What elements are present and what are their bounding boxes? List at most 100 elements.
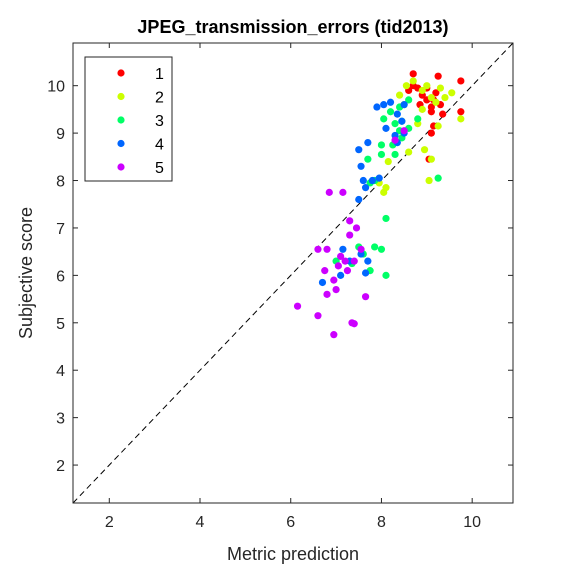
data-point-series-5	[323, 290, 331, 298]
legend-label-2: 2	[155, 90, 164, 107]
data-point-series-4	[368, 176, 376, 185]
data-point-series-4	[318, 278, 327, 287]
data-point-series-4	[375, 174, 383, 182]
data-point-series-3	[414, 115, 422, 123]
data-point-series-4	[373, 103, 381, 111]
x-tick-label: 6	[286, 514, 295, 531]
data-point-series-4	[359, 176, 367, 185]
data-points	[293, 70, 465, 339]
data-point-series-4	[361, 184, 370, 192]
data-point-series-1	[434, 72, 442, 80]
x-tick-label: 2	[105, 514, 114, 531]
x-tick-label: 4	[196, 514, 205, 531]
plot-frame	[72, 42, 514, 504]
data-point-series-2	[396, 91, 404, 99]
data-point-series-5	[361, 293, 370, 301]
x-tick-label: 10	[463, 514, 481, 531]
legend-marker-3	[117, 116, 125, 124]
data-point-series-5	[293, 302, 302, 310]
data-point-series-1	[427, 108, 435, 116]
y-tick-label: 2	[56, 458, 65, 475]
legend-label-5: 5	[155, 160, 164, 177]
data-point-series-3	[377, 150, 386, 159]
legend-marker-5	[117, 163, 125, 171]
data-point-series-4	[380, 101, 388, 109]
y-tick-label: 9	[56, 126, 65, 143]
y-tick-label: 5	[56, 316, 65, 333]
data-point-series-5	[346, 231, 354, 239]
data-point-series-1	[409, 70, 417, 78]
legend-marker-4	[117, 139, 125, 148]
data-point-series-4	[337, 271, 345, 279]
legend-box	[84, 56, 173, 182]
data-point-series-5	[400, 127, 408, 135]
data-point-series-3	[405, 96, 413, 104]
data-point-series-4	[398, 117, 406, 125]
data-point-series-4	[400, 101, 408, 109]
axis-ticks: 2 4 6 8 10 2 3 4 5 6 7 8 9 10	[47, 43, 513, 531]
legend-label-3: 3	[155, 113, 164, 130]
data-point-series-2	[418, 86, 426, 95]
data-point-series-5	[350, 257, 358, 265]
data-point-series-1	[427, 129, 435, 137]
data-point-series-2	[457, 115, 465, 123]
data-point-series-5	[325, 188, 333, 196]
data-point-series-5	[330, 331, 338, 339]
data-point-series-3	[434, 174, 442, 182]
data-point-series-1	[439, 110, 447, 118]
data-point-series-5	[321, 267, 329, 275]
data-point-series-4	[386, 98, 395, 106]
data-point-series-3	[391, 120, 399, 128]
data-point-series-3	[391, 150, 399, 159]
data-point-series-4	[364, 138, 372, 147]
data-point-series-2	[418, 105, 426, 113]
y-tick-label: 6	[56, 268, 65, 285]
data-point-series-2	[405, 148, 413, 156]
data-point-series-3	[382, 271, 390, 279]
legend-label-4: 4	[155, 137, 164, 154]
x-axis-label: Metric prediction	[227, 544, 359, 564]
data-point-series-3	[371, 243, 379, 251]
y-tick-label: 4	[56, 363, 65, 380]
data-point-series-4	[382, 124, 390, 132]
data-point-series-2	[409, 77, 417, 85]
data-point-series-2	[380, 188, 388, 196]
data-point-series-3	[364, 155, 372, 163]
data-point-series-4	[361, 269, 370, 277]
data-point-series-4	[393, 110, 401, 118]
data-point-series-2	[384, 157, 392, 166]
data-point-series-2	[441, 93, 449, 102]
data-point-series-2	[436, 84, 445, 92]
data-point-series-3	[377, 245, 386, 253]
legend-label-1: 1	[155, 66, 164, 83]
legend-items: 1 2 3 4 5	[117, 66, 164, 177]
data-point-series-5	[341, 257, 349, 265]
data-point-series-2	[448, 89, 456, 97]
legend-marker-2	[117, 92, 125, 101]
data-point-series-1	[457, 77, 465, 85]
data-point-series-4	[364, 257, 372, 265]
data-point-series-2	[427, 93, 435, 102]
data-point-series-5	[323, 245, 331, 253]
data-point-series-2	[427, 155, 435, 163]
data-point-series-4	[339, 245, 347, 253]
data-point-series-5	[346, 217, 354, 225]
data-point-series-5	[330, 276, 338, 284]
data-point-series-5	[337, 252, 345, 260]
data-point-series-5	[314, 245, 322, 253]
data-point-series-1	[457, 108, 465, 116]
data-point-series-5	[391, 136, 399, 144]
y-tick-label: 10	[47, 79, 65, 96]
data-point-series-3	[382, 214, 390, 223]
x-tick-label: 8	[377, 514, 386, 531]
data-point-series-2	[423, 82, 431, 90]
data-point-series-5	[350, 320, 358, 328]
reference-diagonal-line	[72, 42, 514, 504]
y-tick-label: 7	[56, 221, 65, 238]
data-point-series-2	[425, 176, 433, 185]
data-point-series-5	[352, 224, 361, 232]
data-point-series-3	[377, 141, 386, 149]
chart-title: JPEG_transmission_errors (tid2013)	[137, 17, 448, 37]
